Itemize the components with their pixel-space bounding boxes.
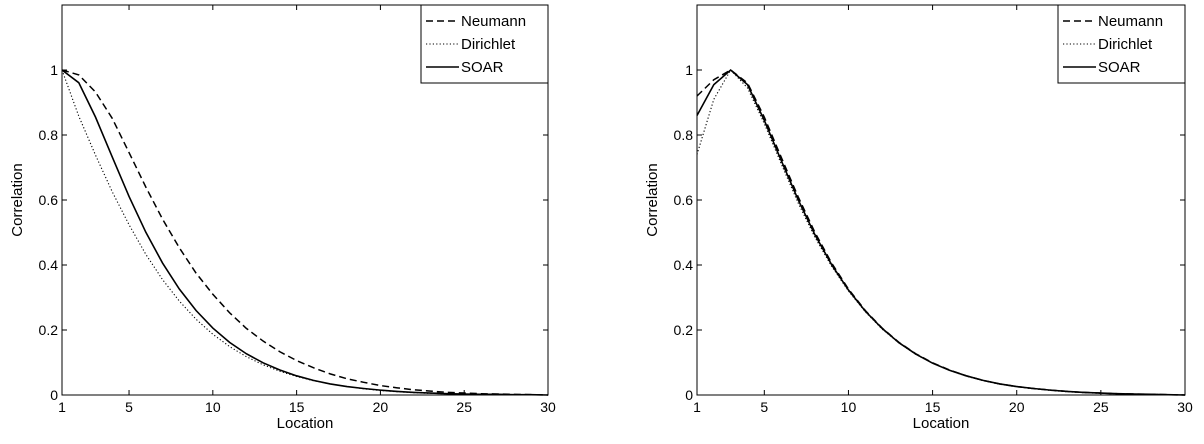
y-tick-label: 0.2 [674,322,694,338]
chart-panel-2: 1 5 10 15 20 25 3000.20.40.60.81LocationCorrel… [644,4,1193,432]
legend: Neumann Dirichlet SOAR [420,4,549,84]
x-tick-label: 1 [693,399,701,415]
x-tick-label: 20 [1009,399,1025,415]
x-tick-label: 25 [1093,399,1109,415]
y-tick-label: 0.2 [39,322,59,338]
legend-box [420,4,549,84]
x-tick-label: 30 [540,399,556,415]
y-tick-label: 1 [50,62,58,78]
legend-box [1057,4,1186,84]
x-tick-label: 10 [205,399,221,415]
y-tick-label: 0 [685,387,693,403]
y-axis-label: Correlation [644,163,661,236]
x-tick-label: 5 [760,399,768,415]
series-line-neumann [696,69,1186,396]
y-tick-label: 0.8 [674,127,694,143]
x-tick-label: 30 [1177,399,1193,415]
series-line-soar [61,69,549,396]
legend-label-soar: SOAR [1098,59,1141,76]
legend-label-dirichlet: Dirichlet [1098,36,1153,53]
x-tick-label: 1 [58,399,66,415]
series-line-dirichlet [696,69,1186,396]
y-tick-label: 0.6 [39,192,59,208]
x-tick-label: 20 [373,399,389,415]
y-tick-label: 0.6 [674,192,694,208]
y-tick-label: 0.4 [39,257,59,273]
x-tick-label: 15 [925,399,941,415]
chart-panel-1: 1 5 10 15 20 25 3000.20.40.60.81LocationCorrel… [9,4,556,432]
y-axis-label: Correlation [9,163,26,236]
y-tick-label: 0.4 [674,257,694,273]
y-tick-label: 0.8 [39,127,59,143]
legend-label-neumann: Neumann [1098,13,1163,30]
legend-label-neumann: Neumann [461,13,526,30]
series-line-dirichlet [61,69,548,396]
legend: Neumann Dirichlet SOAR [1057,4,1186,84]
y-tick-label: 0 [50,387,58,403]
series-line-soar [696,68,1186,396]
x-axis-label: Location [913,415,970,432]
x-tick-label: 25 [456,399,472,415]
x-tick-label: 5 [125,399,133,415]
legend-label-dirichlet: Dirichlet [461,36,516,53]
x-axis-label: Location [277,415,334,432]
legend-label-soar: SOAR [461,59,504,76]
x-tick-label: 15 [289,399,305,415]
series-line-neumann [61,69,549,396]
y-tick-label: 1 [685,62,693,78]
x-tick-label: 10 [841,399,857,415]
